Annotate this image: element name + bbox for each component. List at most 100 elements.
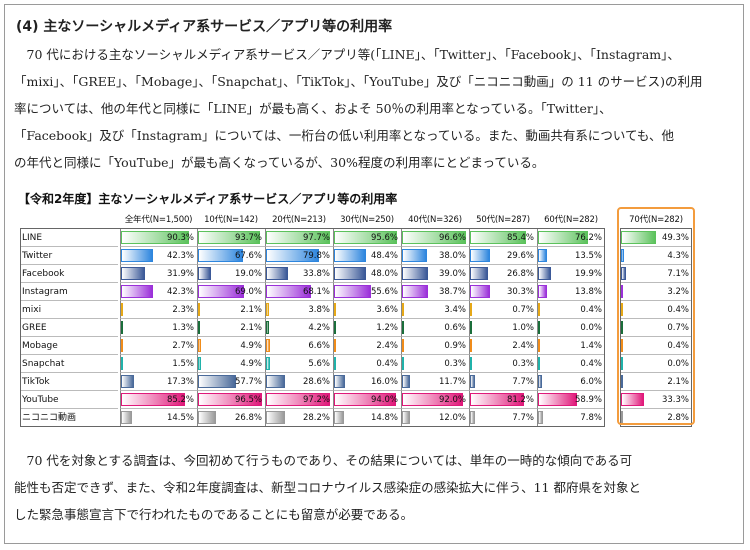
table-cell: 1.5%	[120, 355, 197, 373]
table-cell: 48.4%	[333, 247, 401, 265]
table-cell: 16.0%	[333, 373, 401, 391]
value-label: 2.1%	[240, 323, 262, 333]
table-cell: 6.6%	[265, 337, 333, 355]
row-label: Mobage	[20, 337, 118, 355]
value-bar	[470, 339, 472, 352]
value-label: 7.7%	[512, 413, 534, 423]
closing-line: 能性も否定できず、また、令和2年度調査は、新型コロナウイルス感染症の感染拡大に伴…	[14, 480, 641, 495]
value-bar	[538, 303, 540, 316]
table-cell: 1.0%	[469, 319, 537, 337]
value-bar	[266, 375, 285, 388]
table-cell: 1.2%	[333, 319, 401, 337]
table-cell: 29.6%	[469, 247, 537, 265]
value-bar	[266, 321, 269, 334]
row-label: GREE	[20, 319, 118, 337]
table-cell: 5.6%	[265, 355, 333, 373]
table-cell: 26.8%	[469, 265, 537, 283]
table-cell: 38.7%	[401, 283, 469, 301]
table-cell: 0.4%	[333, 355, 401, 373]
value-label: 13.5%	[574, 251, 602, 261]
value-bar	[121, 267, 145, 280]
value-label: 30.3%	[506, 287, 534, 297]
table-border-70s	[620, 228, 692, 427]
value-label: 33.8%	[302, 269, 330, 279]
value-bar	[334, 339, 336, 352]
value-label: 3.4%	[444, 305, 466, 315]
value-label: 28.6%	[302, 377, 330, 387]
value-bar	[121, 393, 185, 406]
value-bar	[470, 285, 490, 298]
value-bar	[621, 267, 626, 280]
value-label: 85.2%	[166, 395, 194, 405]
value-label: 0.7%	[512, 305, 534, 315]
document-frame	[4, 4, 744, 544]
value-label: 19.0%	[234, 269, 262, 279]
value-label: 7.8%	[580, 413, 602, 423]
value-label: 0.4%	[667, 341, 689, 351]
value-bar	[538, 285, 548, 298]
table-cell: 39.0%	[401, 265, 469, 283]
value-label: 1.0%	[512, 323, 534, 333]
table-cell: 38.0%	[401, 247, 469, 265]
value-label: 12.0%	[438, 413, 466, 423]
value-bar	[266, 339, 271, 352]
intro-line: 「Facebook」及び「Instagram」については、一桁台の低い利用率とな…	[14, 128, 674, 143]
value-label: 97.2%	[302, 395, 330, 405]
value-bar	[402, 393, 463, 406]
value-bar	[334, 321, 336, 334]
value-label: 2.3%	[172, 305, 194, 315]
value-label: 39.0%	[438, 269, 466, 279]
value-bar	[538, 321, 540, 334]
value-bar	[198, 411, 216, 424]
table-cell: 0.4%	[537, 355, 605, 373]
age70-highlight-frame	[617, 207, 695, 425]
value-label: 42.3%	[166, 251, 194, 261]
table-cell: 33.3%	[620, 391, 692, 409]
value-label: 26.8%	[234, 413, 262, 423]
value-bar	[538, 249, 547, 262]
value-label: 2.1%	[667, 377, 689, 387]
table-cell: 85.2%	[120, 391, 197, 409]
value-bar	[621, 231, 656, 244]
value-label: 11.7%	[438, 377, 466, 387]
table-cell: 2.4%	[333, 337, 401, 355]
table-cell: 42.3%	[120, 283, 197, 301]
value-bar	[621, 285, 624, 298]
value-label: 1.3%	[172, 323, 194, 333]
value-bar	[198, 231, 260, 244]
table-cell: 3.6%	[333, 301, 401, 319]
value-bar	[402, 231, 466, 244]
value-bar	[402, 375, 410, 388]
value-label: 42.3%	[166, 287, 194, 297]
value-label: 2.1%	[240, 305, 262, 315]
value-label: 4.9%	[240, 341, 262, 351]
value-label: 57.7%	[234, 377, 262, 387]
table-cell: 33.8%	[265, 265, 333, 283]
table-cell: 94.0%	[333, 391, 401, 409]
value-label: 3.6%	[376, 305, 398, 315]
value-bar	[121, 249, 153, 262]
value-bar	[538, 411, 544, 424]
value-bar	[538, 231, 589, 244]
value-label: 79.8%	[302, 251, 330, 261]
table-cell: 4.9%	[197, 337, 265, 355]
column-header: 20代(N=213)	[272, 215, 326, 225]
value-label: 6.6%	[308, 341, 330, 351]
column-header: 70代(N=282)	[629, 215, 683, 225]
value-label: 96.6%	[438, 233, 466, 243]
table-cell: 2.1%	[197, 301, 265, 319]
value-bar	[266, 303, 269, 316]
column-header: 30代(N=250)	[340, 215, 394, 225]
table-cell: 1.3%	[120, 319, 197, 337]
value-bar	[538, 393, 577, 406]
value-bar	[121, 303, 123, 316]
column-header: 10代(N=142)	[204, 215, 258, 225]
value-bar	[198, 249, 243, 262]
value-bar	[198, 357, 202, 370]
value-label: 38.7%	[438, 287, 466, 297]
column-header: 50代(N=287)	[476, 215, 530, 225]
value-label: 0.4%	[580, 305, 602, 315]
value-label: 14.8%	[370, 413, 398, 423]
column-header: 60代(N=282)	[544, 215, 598, 225]
table-cell: 95.6%	[333, 229, 401, 247]
